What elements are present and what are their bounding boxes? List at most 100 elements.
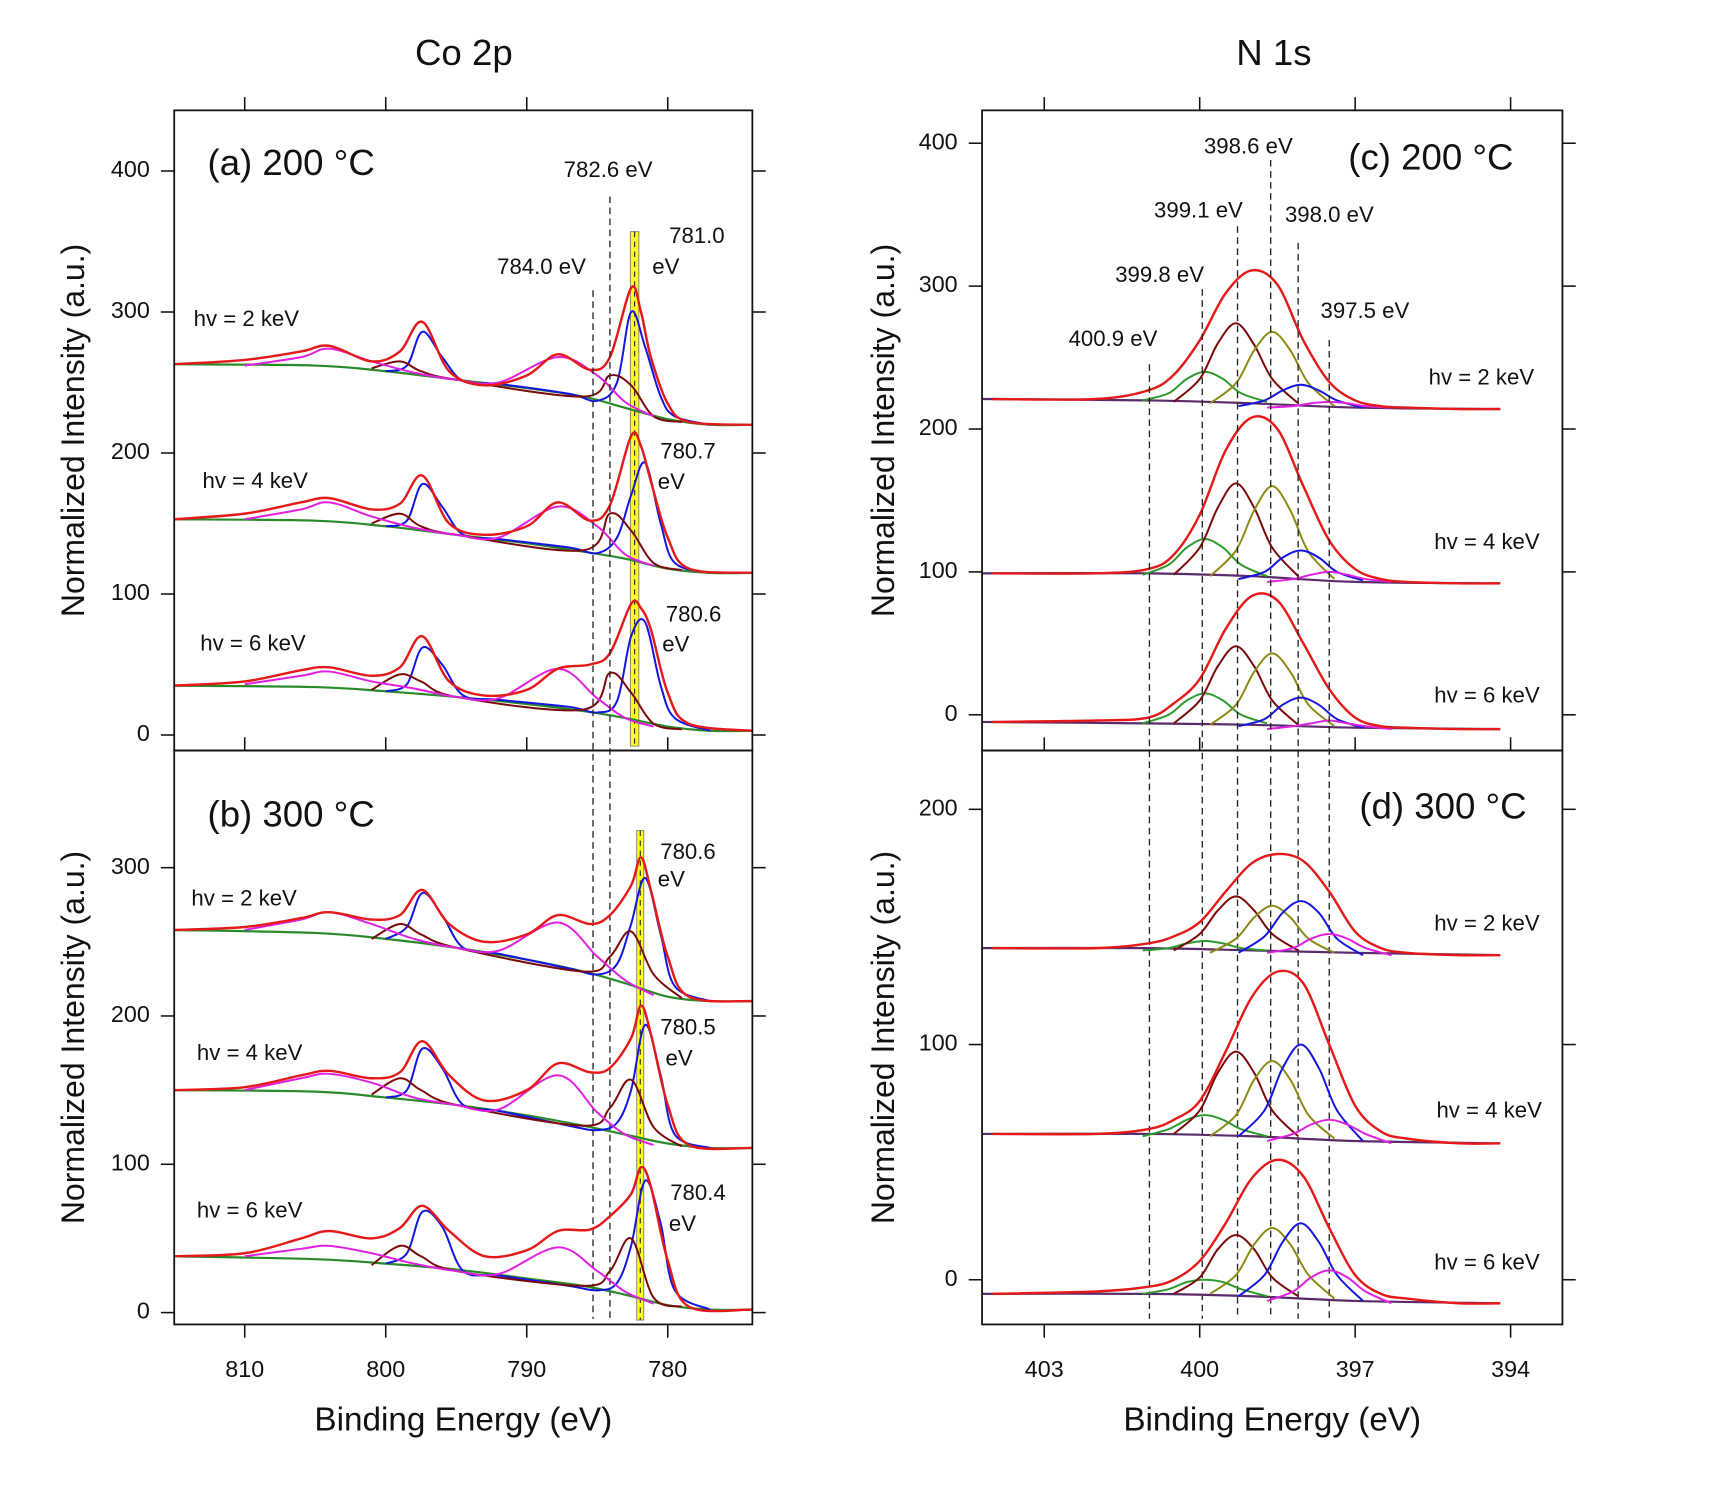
y-tick-label: 200: [919, 414, 958, 440]
spectrum-label: hv = 4 keV: [1436, 1097, 1542, 1122]
annotation: 398.0 eV: [1285, 202, 1374, 227]
y-tick-label: 100: [919, 1030, 958, 1056]
envelope-curve: [992, 1158, 1501, 1305]
component-curve: [1142, 370, 1268, 403]
component-curve: [1209, 1060, 1336, 1140]
spectrum-label: hv = 4 keV: [202, 468, 308, 493]
component-curve: [1266, 1269, 1392, 1305]
annotation: 780.6: [660, 839, 716, 864]
annotation: 397.5 eV: [1320, 298, 1409, 323]
background-curve: [174, 1089, 753, 1150]
component-curve: [371, 923, 683, 999]
x-axis-label: Binding Energy (eV): [1123, 1401, 1421, 1438]
background-curve: [174, 363, 753, 427]
component-curve: [371, 360, 683, 423]
panel-label: (d) 300 °C: [1359, 786, 1526, 827]
envelope-curve: [174, 431, 753, 575]
panel-label: (a) 200 °C: [208, 142, 375, 183]
plot-area: [982, 268, 1501, 731]
background-curve: [982, 1292, 1501, 1305]
x-tick-label: 780: [648, 1356, 687, 1382]
component-curve: [385, 461, 711, 574]
annotation: eV: [658, 867, 685, 892]
component-curve: [1237, 1043, 1364, 1142]
y-tick-label: 0: [945, 1265, 958, 1291]
component-curve: [244, 1072, 655, 1146]
annotation: 399.1 eV: [1154, 198, 1243, 223]
component-curve: [1142, 692, 1268, 725]
component-curve: [1266, 1118, 1392, 1145]
annotation: 400.9 eV: [1069, 326, 1158, 351]
spectrum-label: hv = 4 keV: [1434, 529, 1540, 554]
annotation: 780.5: [660, 1015, 716, 1040]
component-curve: [1209, 652, 1336, 728]
annotation: 399.8 eV: [1115, 262, 1204, 287]
plot-area: [174, 830, 753, 1321]
y-tick-label: 200: [919, 795, 958, 821]
component-curve: [1173, 1050, 1299, 1137]
component-curve: [1142, 538, 1268, 578]
component-curve: [244, 347, 655, 418]
frame: [981, 749, 1564, 1326]
component-curve: [1238, 383, 1364, 409]
y-tick-label: 300: [111, 297, 150, 323]
column-title: N 1s: [1236, 32, 1311, 73]
x-tick-label: 397: [1336, 1356, 1375, 1382]
component-curve: [1237, 1222, 1364, 1302]
envelope-curve: [174, 1004, 753, 1151]
plot-area: [982, 852, 1501, 1305]
component-curve: [1142, 940, 1268, 952]
component-curve: [1266, 932, 1392, 957]
plot-area: [174, 231, 753, 747]
annotation: eV: [658, 469, 685, 494]
y-tick-label: 100: [111, 579, 150, 605]
component-curve: [1209, 904, 1335, 954]
annotation: eV: [666, 1045, 693, 1070]
x-tick-label: 790: [507, 1356, 546, 1382]
y-tick-label: 100: [919, 557, 958, 583]
component-curve: [1173, 482, 1299, 577]
envelope-curve: [174, 856, 753, 1003]
background-curve: [174, 518, 753, 575]
envelope-curve: [174, 285, 753, 427]
component-curve: [1209, 330, 1336, 407]
frame: [981, 109, 1564, 752]
background-curve: [174, 928, 753, 1003]
y-tick-label: 0: [137, 720, 150, 746]
component-curve: [244, 501, 655, 567]
component-curve: [371, 1077, 683, 1148]
panel-label: (c) 200 °C: [1348, 137, 1513, 178]
component-curve: [371, 671, 683, 731]
component-curve: [371, 1237, 683, 1308]
y-tick-label: 0: [137, 1298, 150, 1324]
annotation: eV: [669, 1211, 696, 1236]
component-curve: [385, 618, 711, 732]
annotation: 398.6 eV: [1204, 134, 1293, 159]
spectrum-label: hv = 2 keV: [194, 306, 300, 331]
column-title: Co 2p: [415, 32, 513, 73]
component-curve: [1238, 900, 1364, 957]
envelope-curve: [992, 415, 1501, 585]
x-tick-label: 810: [225, 1356, 264, 1382]
spectrum-label: hv = 2 keV: [1434, 911, 1540, 936]
y-axis-label: Normalized Intensity (a.u.): [865, 244, 901, 617]
annotation: eV: [662, 632, 689, 657]
component-curve: [1173, 1234, 1299, 1298]
spectrum-label: hv = 2 keV: [191, 885, 297, 910]
spectrum-label: hv = 6 keV: [1434, 1250, 1540, 1275]
annotation: 780.7: [660, 438, 716, 463]
annotation: 784.0 eV: [497, 254, 586, 279]
annotation: 782.6 eV: [564, 157, 653, 182]
component-curve: [1142, 1114, 1268, 1138]
envelope-curve: [174, 1165, 753, 1313]
y-tick-label: 100: [111, 1149, 150, 1175]
y-tick-label: 400: [111, 156, 150, 182]
spectrum-label: hv = 4 keV: [197, 1040, 303, 1065]
envelope-curve: [174, 599, 753, 732]
y-tick-label: 0: [945, 700, 958, 726]
spectrum-label: hv = 6 keV: [1434, 682, 1540, 707]
y-axis-label: Normalized Intensity (a.u.): [865, 851, 901, 1224]
component-curve: [1209, 1227, 1336, 1300]
y-axis-label: Normalized Intensity (a.u.): [55, 851, 91, 1224]
x-tick-label: 800: [366, 1356, 405, 1382]
